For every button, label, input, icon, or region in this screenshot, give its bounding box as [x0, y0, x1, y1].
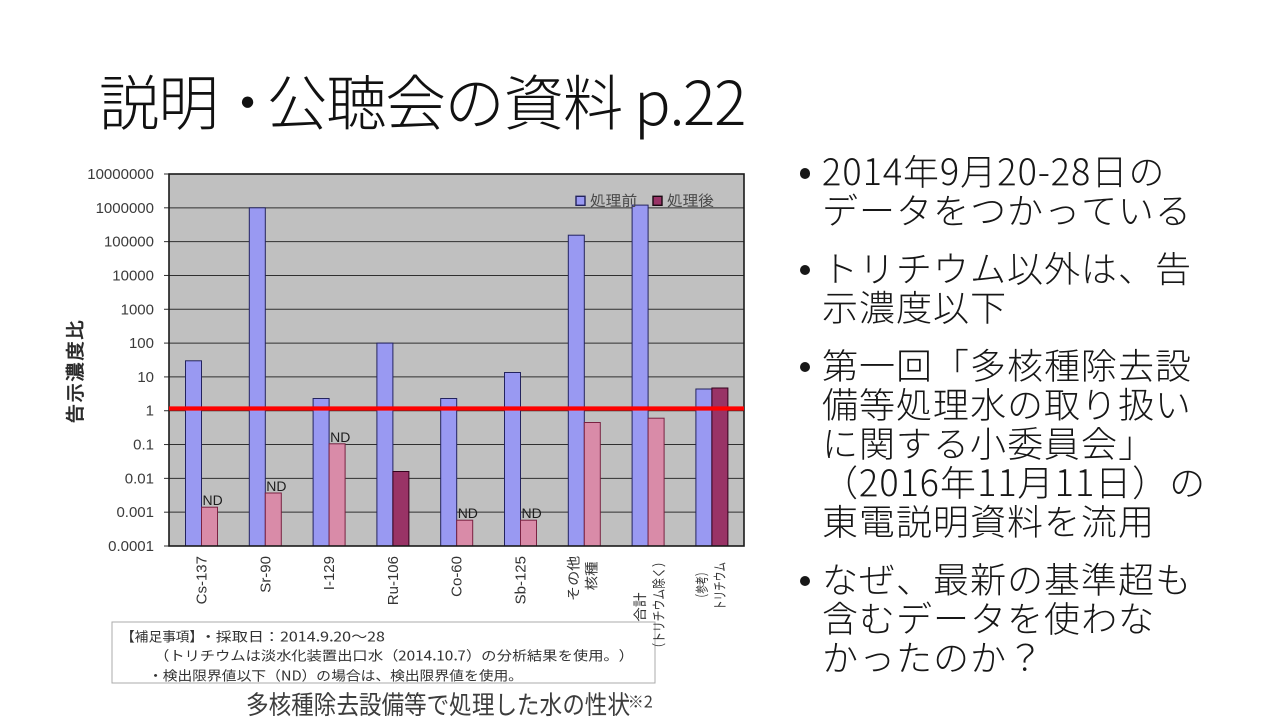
- svg-text:ND: ND: [203, 492, 223, 508]
- svg-text:トリチウム: トリチウム: [710, 562, 730, 610]
- svg-text:（参考）: （参考）: [692, 568, 712, 603]
- svg-text:（トリチウムは淡水化装置出口水（2014.10.7）の分析結: （トリチウムは淡水化装置出口水（2014.10.7）の分析結果を使用。）: [154, 645, 634, 665]
- svg-text:0.001: 0.001: [116, 504, 154, 521]
- svg-text:10000: 10000: [112, 268, 154, 285]
- svg-text:告示濃度比: 告示濃度比: [61, 318, 88, 423]
- svg-text:I-129: I-129: [321, 556, 338, 590]
- svg-text:0.1: 0.1: [133, 437, 154, 454]
- svg-text:0.0001: 0.0001: [108, 538, 154, 555]
- svg-text:Co-60: Co-60: [449, 556, 466, 597]
- svg-text:100000: 100000: [104, 234, 154, 251]
- svg-text:核種: 核種: [581, 562, 601, 591]
- svg-text:1000: 1000: [121, 301, 154, 318]
- svg-text:ND: ND: [522, 505, 542, 521]
- svg-text:10: 10: [137, 369, 154, 386]
- svg-text:※2: ※2: [628, 689, 653, 713]
- svg-text:Cs-137: Cs-137: [194, 556, 211, 604]
- svg-text:・採取日：2014.9.20～28: ・採取日：2014.9.20～28: [200, 626, 386, 646]
- svg-text:1000000: 1000000: [96, 200, 154, 217]
- svg-text:10000000: 10000000: [87, 166, 154, 183]
- svg-text:Sb-125: Sb-125: [513, 556, 530, 604]
- svg-text:ND: ND: [330, 429, 350, 445]
- svg-text:多核種除去設備等で処理した水の性状: 多核種除去設備等で処理した水の性状: [246, 685, 630, 720]
- svg-text:（トリチウム除く）: （トリチウム除く）: [649, 557, 669, 654]
- svg-text:・検出限界値以下（ND）の場合は、検出限界値を使用。: ・検出限界値以下（ND）の場合は、検出限界値を使用。: [148, 665, 523, 685]
- svg-text:0.01: 0.01: [125, 470, 154, 487]
- svg-text:処理後: 処理後: [667, 190, 714, 211]
- svg-text:ND: ND: [266, 478, 286, 494]
- svg-text:Ru-106: Ru-106: [385, 556, 402, 605]
- svg-text:合計: 合計: [630, 593, 650, 622]
- svg-text:処理前: 処理前: [590, 190, 637, 211]
- svg-text:100: 100: [129, 335, 154, 352]
- svg-text:その他: その他: [563, 556, 583, 601]
- svg-text:Sr-90: Sr-90: [257, 556, 274, 593]
- svg-text:ND: ND: [458, 505, 478, 521]
- svg-text:【補足事項】: 【補足事項】: [121, 626, 203, 646]
- svg-text:1: 1: [146, 403, 154, 420]
